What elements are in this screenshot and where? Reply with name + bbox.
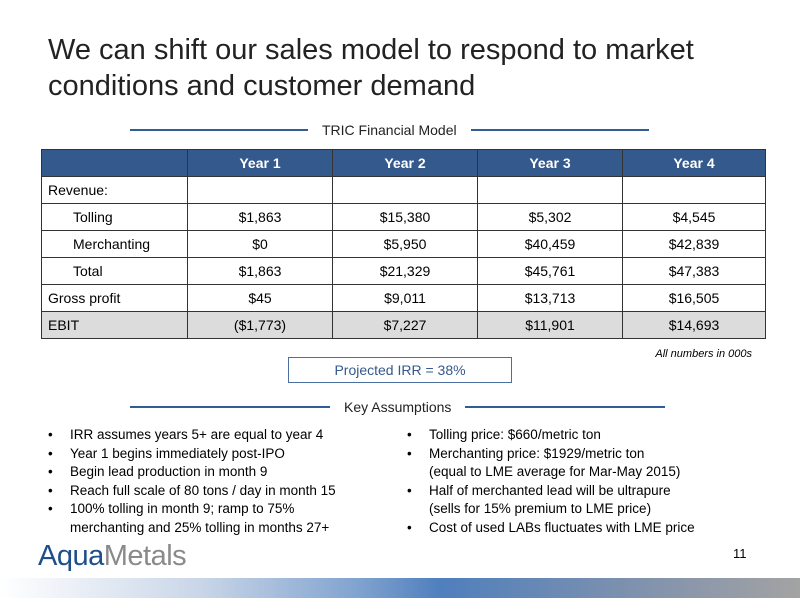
cell: $5,302: [477, 203, 623, 231]
list-item: Tolling price: $660/metric ton: [403, 426, 695, 445]
cell: $16,505: [622, 284, 766, 312]
cell: $5,950: [332, 230, 478, 258]
page-number: 11: [733, 546, 747, 561]
divider: [130, 129, 308, 131]
cell: $7,227: [332, 311, 478, 339]
list-item: Merchanting price: $1929/metric ton: [403, 445, 695, 464]
left-assumptions-list: IRR assumes years 5+ are equal to year 4…: [44, 426, 336, 537]
cell: $11,901: [477, 311, 623, 339]
list-item: IRR assumes years 5+ are equal to year 4: [44, 426, 336, 445]
cell: $13,713: [477, 284, 623, 312]
header-cell: [41, 149, 188, 177]
units-note: All numbers in 000s: [655, 348, 752, 360]
table-header-row: Year 1 Year 2 Year 3 Year 4: [41, 149, 766, 177]
irr-box: Projected IRR = 38%: [288, 357, 512, 383]
cell: [622, 176, 766, 204]
logo-part1: Aqua: [38, 540, 104, 572]
section-label: TRIC Financial Model: [322, 122, 457, 138]
list-item: Cost of used LABs fluctuates with LME pr…: [403, 519, 695, 538]
table-row: Revenue:: [41, 176, 766, 204]
list-item: (sells for 15% premium to LME price): [429, 501, 652, 516]
table-row: Merchanting $0 $5,950 $40,459 $42,839: [41, 230, 766, 258]
financial-table: Year 1 Year 2 Year 3 Year 4 Revenue: Tol…: [41, 149, 766, 339]
table-row: EBIT ($1,773) $7,227 $11,901 $14,693: [41, 311, 766, 339]
list-item: (equal to LME average for Mar-May 2015): [429, 464, 681, 479]
header-cell: Year 3: [477, 149, 623, 177]
row-label: Tolling: [41, 203, 188, 231]
table-row: Tolling $1,863 $15,380 $5,302 $4,545: [41, 203, 766, 231]
cell: $14,693: [622, 311, 766, 339]
row-label: Gross profit: [41, 284, 188, 312]
cell: $1,863: [187, 203, 333, 231]
header-cell: Year 1: [187, 149, 333, 177]
cell: [332, 176, 478, 204]
row-label: Total: [41, 257, 188, 285]
list-item: merchanting and 25% tolling in months 27…: [70, 519, 330, 535]
table-row: Total $1,863 $21,329 $45,761 $47,383: [41, 257, 766, 285]
row-label: EBIT: [41, 311, 188, 339]
slide-title: We can shift our sales model to respond …: [48, 34, 694, 102]
cell: $15,380: [332, 203, 478, 231]
section-header-financial-model: TRIC Financial Model: [130, 122, 649, 138]
list-item: Begin lead production in month 9: [44, 463, 336, 482]
divider: [465, 406, 666, 408]
table-row: Gross profit $45 $9,011 $13,713 $16,505: [41, 284, 766, 312]
footer-gradient-band: [0, 578, 800, 598]
list-item: Half of merchanted lead will be ultrapur…: [403, 482, 695, 501]
logo-part2: Metals: [103, 540, 187, 572]
cell: $4,545: [622, 203, 766, 231]
section-label: Key Assumptions: [344, 399, 452, 415]
cell: $9,011: [332, 284, 478, 312]
row-label: Merchanting: [41, 230, 188, 258]
aquametals-logo: AquaMetals: [38, 540, 187, 573]
section-header-key-assumptions: Key Assumptions: [130, 399, 666, 415]
right-assumptions-list: Tolling price: $660/metric ton Merchanti…: [403, 426, 695, 537]
list-item: Year 1 begins immediately post-IPO: [44, 445, 336, 464]
cell: $47,383: [622, 257, 766, 285]
row-label: Revenue:: [41, 176, 188, 204]
cell: $1,863: [187, 257, 333, 285]
cell: $42,839: [622, 230, 766, 258]
cell: ($1,773): [187, 311, 333, 339]
divider: [470, 129, 649, 131]
list-item: Reach full scale of 80 tons / day in mon…: [44, 482, 336, 501]
cell: $40,459: [477, 230, 623, 258]
cell: [187, 176, 333, 204]
cell: [477, 176, 623, 204]
cell: $45: [187, 284, 333, 312]
header-cell: Year 2: [332, 149, 478, 177]
cell: $0: [187, 230, 333, 258]
divider: [130, 406, 330, 408]
cell: $45,761: [477, 257, 623, 285]
list-item: 100% tolling in month 9; ramp to 75%: [44, 500, 336, 519]
cell: $21,329: [332, 257, 478, 285]
header-cell: Year 4: [622, 149, 766, 177]
